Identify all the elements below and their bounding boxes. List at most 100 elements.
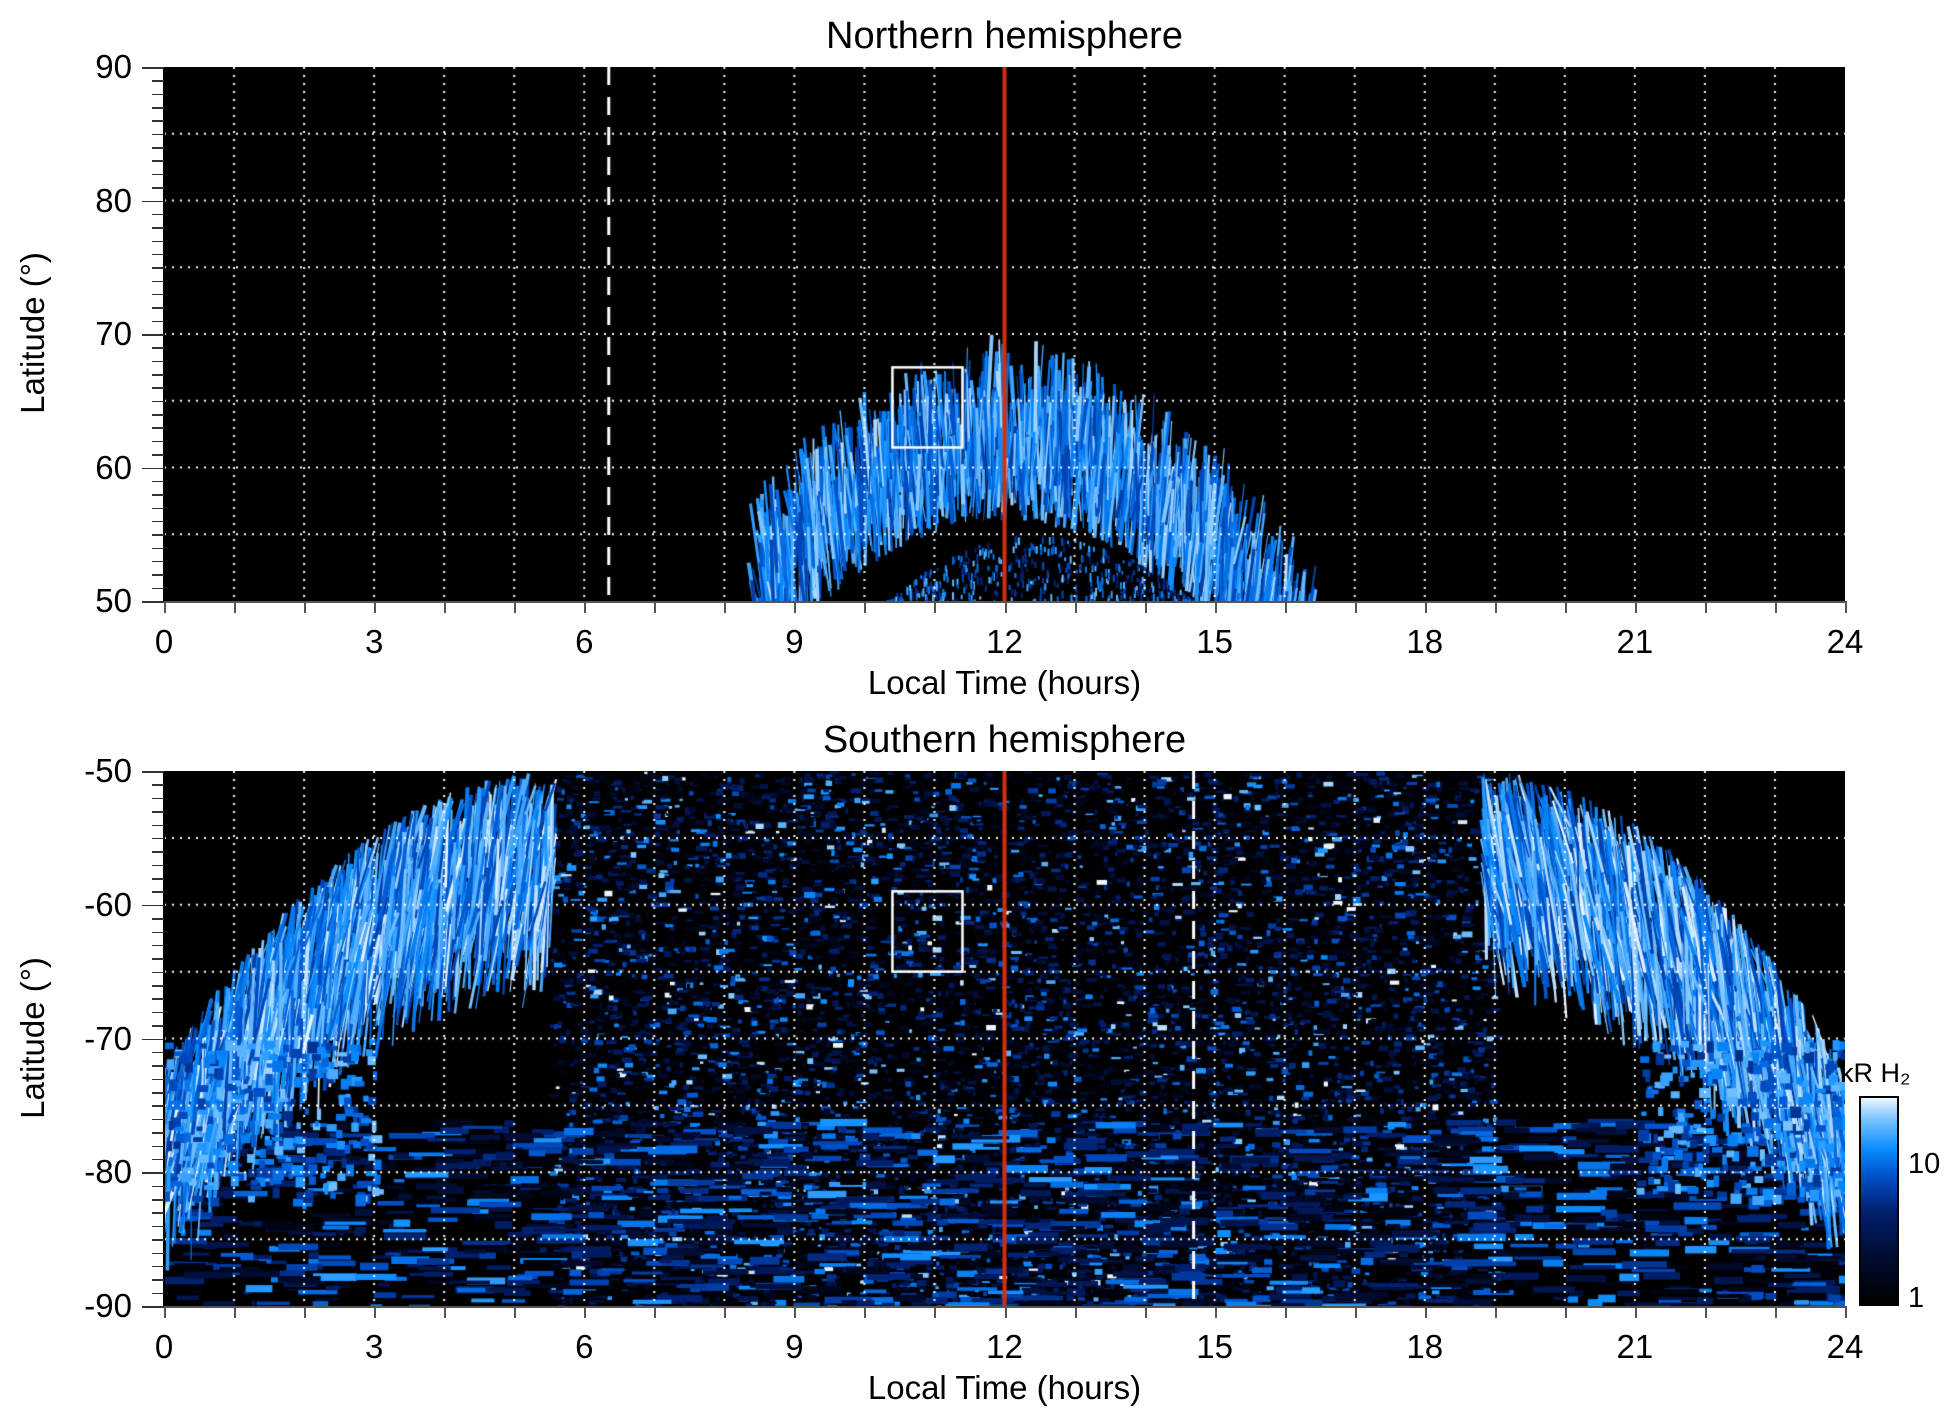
- y-tick: [152, 173, 164, 176]
- y-tick: [152, 1065, 164, 1067]
- x-tick: [1774, 601, 1777, 613]
- x-tick: [1564, 1306, 1567, 1318]
- y-axis-line: [163, 67, 165, 601]
- x-tick: [514, 1306, 517, 1318]
- y-tick: [152, 160, 164, 162]
- aurora-heatmap: [164, 771, 1845, 1306]
- y-tick: [152, 227, 164, 229]
- x-tick: [444, 1306, 447, 1318]
- y-tick-label: -70: [84, 1019, 132, 1057]
- x-tick: [164, 601, 166, 613]
- x-tick-label: 9: [785, 1328, 804, 1365]
- y-tick: [152, 213, 164, 216]
- x-tick: [1284, 601, 1287, 613]
- y-tick: [152, 520, 164, 523]
- y-tick: [152, 1092, 164, 1094]
- x-tick: [304, 601, 307, 613]
- y-tick: [152, 1118, 164, 1121]
- y-tick: [152, 240, 164, 243]
- y-tick-label: 90: [95, 48, 132, 85]
- x-tick: [1424, 601, 1427, 613]
- y-tick: [152, 400, 164, 403]
- x-axis-label: Local Time (hours): [867, 664, 1142, 701]
- colorbar: [1859, 1096, 1899, 1306]
- x-tick: [1634, 1306, 1637, 1318]
- x-tick: [1494, 601, 1497, 613]
- x-tick-label: 6: [575, 623, 594, 660]
- y-tick: [152, 360, 164, 363]
- x-tick-label: 18: [1406, 623, 1444, 660]
- y-tick: [152, 414, 164, 416]
- y-tick-label: 50: [95, 582, 132, 619]
- x-axis-label: Local Time (hours): [867, 1369, 1142, 1406]
- aurora-heatmap: [164, 67, 1845, 601]
- y-tick-label: 70: [95, 315, 132, 352]
- y-axis-line: [163, 771, 165, 1306]
- y-tick: [152, 1105, 164, 1107]
- x-tick-label: 6: [575, 1328, 594, 1365]
- y-tick: [152, 1292, 164, 1295]
- y-tick: [152, 120, 164, 122]
- north-title: Northern hemisphere: [826, 15, 1183, 57]
- x-tick-label: 0: [154, 1328, 174, 1365]
- x-tick-label: 9: [785, 623, 804, 660]
- y-tick: [152, 1132, 164, 1134]
- y-tick: [142, 1172, 164, 1174]
- x-tick: [1424, 1306, 1427, 1318]
- colorbar-tick-label: 10: [1908, 1147, 1941, 1180]
- x-tick: [1144, 1306, 1147, 1318]
- x-tick: [1564, 601, 1567, 613]
- y-tick: [152, 280, 164, 283]
- y-tick: [152, 837, 164, 840]
- x-tick: [934, 601, 937, 613]
- x-tick: [1284, 1306, 1287, 1318]
- y-tick: [142, 601, 164, 603]
- x-tick: [864, 601, 867, 613]
- x-tick-label: 12: [986, 1328, 1023, 1365]
- y-tick: [142, 467, 164, 469]
- x-tick: [164, 1306, 166, 1318]
- x-tick-label: 12: [986, 623, 1023, 660]
- x-tick: [1354, 1306, 1357, 1318]
- x-tick: [724, 601, 727, 613]
- y-tick: [152, 267, 164, 269]
- y-tick: [152, 958, 164, 960]
- y-tick: [152, 253, 164, 256]
- y-tick: [152, 547, 164, 550]
- y-tick: [152, 80, 164, 82]
- y-tick: [152, 1279, 164, 1281]
- y-tick-label: -50: [84, 752, 132, 789]
- y-tick: [152, 851, 164, 853]
- colorbar-label: kR H₂: [1840, 1058, 1911, 1088]
- y-tick: [152, 1225, 164, 1228]
- y-tick: [152, 1078, 164, 1081]
- y-tick: [152, 1185, 164, 1188]
- x-tick-label: 24: [1826, 1328, 1864, 1365]
- y-tick: [152, 574, 164, 576]
- y-tick: [152, 931, 164, 933]
- y-tick: [152, 374, 164, 376]
- y-tick: [142, 334, 164, 336]
- x-tick: [234, 601, 237, 613]
- y-tick: [152, 1145, 164, 1147]
- y-tick: [152, 147, 164, 149]
- y-tick: [152, 107, 164, 109]
- x-tick-label: 15: [1196, 1328, 1233, 1365]
- y-tick: [142, 1306, 164, 1308]
- x-tick: [374, 601, 377, 613]
- y-tick: [152, 1265, 164, 1268]
- y-tick: [152, 480, 164, 483]
- y-tick: [152, 454, 164, 456]
- y-tick: [152, 534, 164, 536]
- x-tick: [584, 1306, 587, 1318]
- x-tick: [654, 1306, 657, 1318]
- y-tick: [142, 67, 164, 69]
- y-tick: [152, 1199, 164, 1201]
- x-tick: [1704, 601, 1707, 613]
- y-tick: [152, 797, 164, 800]
- x-tick: [654, 601, 657, 613]
- x-tick: [1214, 601, 1217, 613]
- y-tick: [142, 904, 164, 907]
- y-tick: [152, 1239, 164, 1241]
